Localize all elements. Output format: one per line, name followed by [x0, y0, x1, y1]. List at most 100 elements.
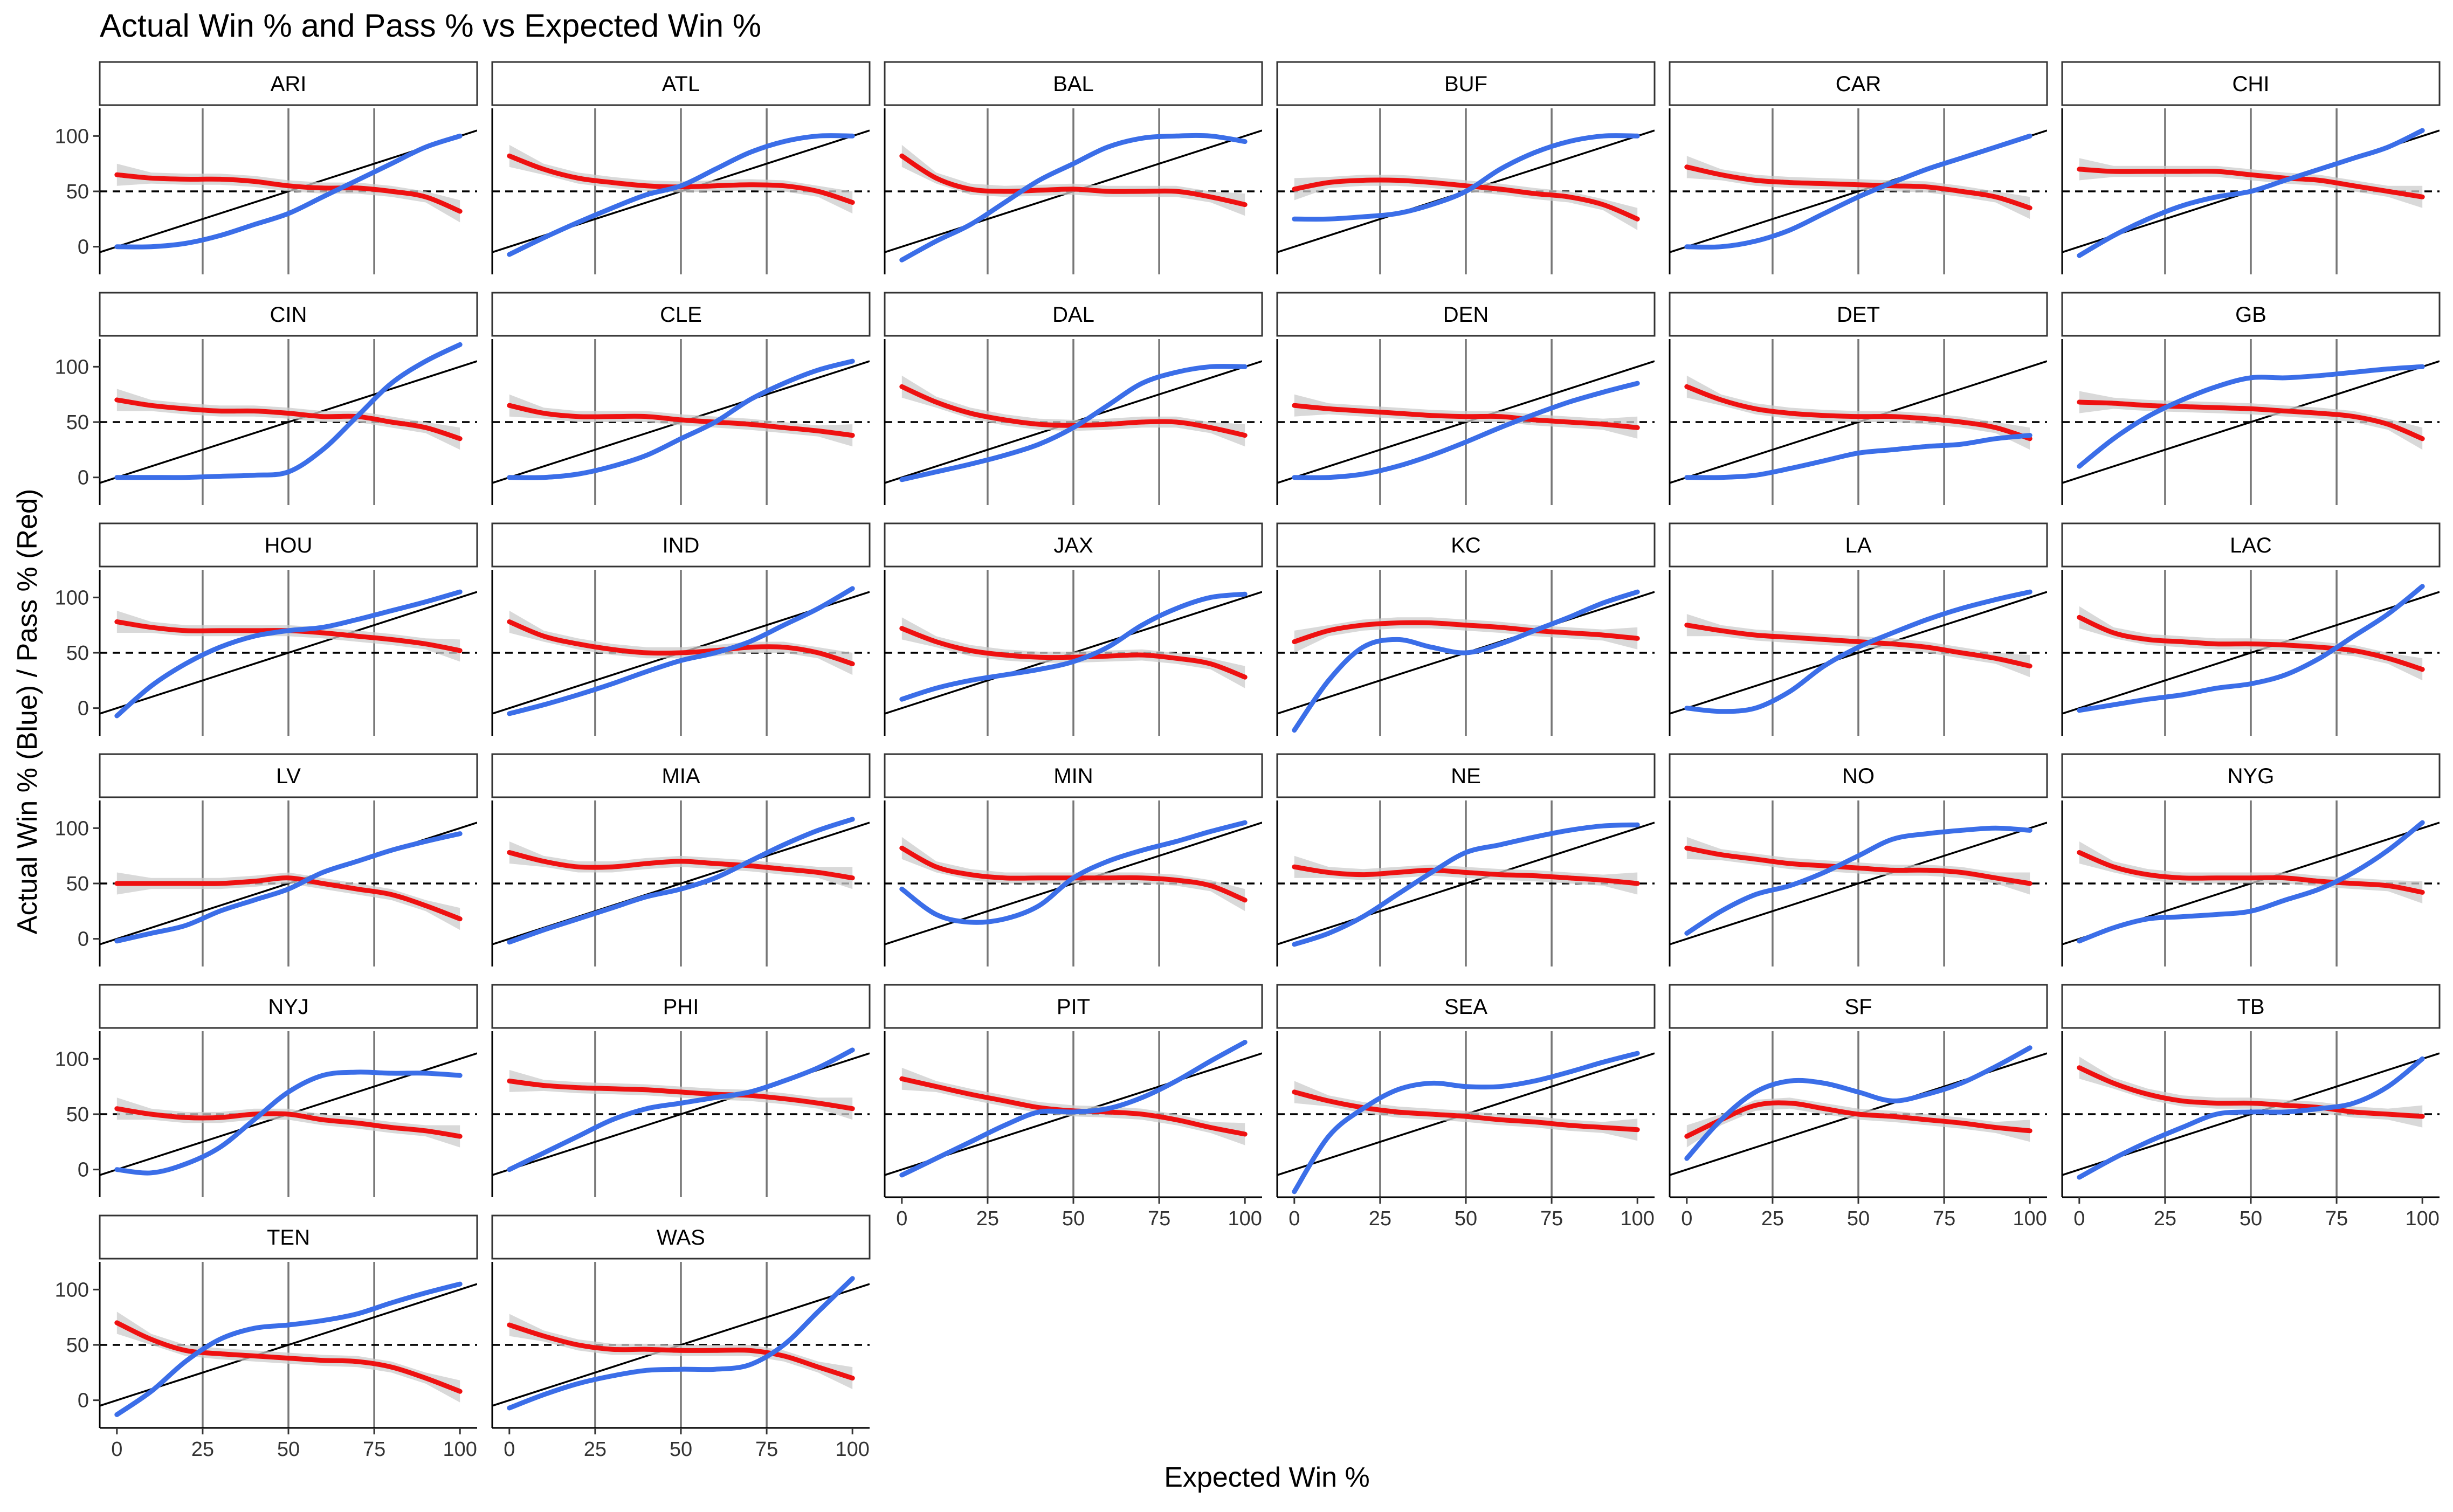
actual-win-line	[899, 591, 1248, 702]
pass-line	[2077, 399, 2425, 441]
pass-line	[2077, 1065, 2425, 1119]
pass-line	[1684, 164, 2032, 211]
panel-car: CAR	[1669, 61, 2048, 274]
x-tick-label: 0	[2073, 1207, 2085, 1230]
strip-box	[99, 61, 478, 106]
y-tick-label: 100	[55, 1048, 89, 1071]
panel-bal: BAL	[884, 61, 1263, 274]
pass-line	[1684, 1100, 2032, 1139]
panel-ari: ARI 0 50 100	[55, 61, 478, 274]
panel-cin: CIN 0 50 100	[55, 292, 478, 505]
pass-band	[901, 837, 1245, 912]
x-tick-label: 75	[2325, 1207, 2348, 1230]
panel-ten: TEN 0 50 100 0 25 50 75 100	[55, 1214, 478, 1461]
strip-label: NO	[1842, 764, 1875, 788]
strip-label: NYJ	[268, 995, 309, 1019]
panel-mia: MIA	[491, 753, 871, 966]
y-tick-label: 100	[55, 125, 89, 148]
strip-label: GB	[2235, 303, 2266, 327]
actual-win-line	[114, 1069, 463, 1176]
strip-label: ATL	[662, 72, 700, 96]
pass-line	[114, 172, 463, 214]
actual-win-line	[114, 1281, 463, 1417]
panel-dal: DAL	[884, 292, 1263, 505]
actual-win-line	[114, 831, 463, 944]
pass-band	[901, 1067, 1245, 1145]
panel-lac: LAC	[2061, 522, 2441, 736]
strip-label: PIT	[1057, 995, 1090, 1019]
x-tick-label: 0	[896, 1207, 907, 1230]
actual-win-line	[1684, 825, 2032, 936]
strip-label: LA	[1845, 534, 1872, 557]
y-tick-label: 0	[78, 928, 89, 951]
strip-box	[99, 1214, 478, 1260]
pass-line	[1292, 403, 1640, 430]
y-tick-label: 50	[66, 181, 89, 203]
reference-line	[100, 591, 477, 715]
panel-atl: ATL	[491, 61, 871, 274]
pass-line	[899, 626, 1248, 680]
pass-line	[507, 850, 855, 881]
pass-band	[1294, 855, 1638, 895]
panel-phi: PHI	[491, 984, 871, 1197]
panel-la: LA	[1669, 522, 2048, 736]
strip-box	[99, 292, 478, 337]
x-tick-label: 0	[1288, 1207, 1300, 1230]
strip-label: MIA	[662, 764, 700, 788]
panel-nyg: NYG	[2061, 753, 2441, 966]
strip-box	[99, 984, 478, 1029]
actual-win-line	[1684, 589, 2032, 714]
x-tick-label: 25	[1369, 1207, 1391, 1230]
strip-label: SF	[1844, 995, 1872, 1019]
strip-box	[491, 984, 871, 1029]
strip-box	[1669, 753, 2048, 798]
pass-band	[116, 389, 460, 450]
x-tick-label: 100	[1620, 1207, 1654, 1230]
actual-win-line	[1292, 822, 1640, 947]
x-tick-label: 0	[504, 1438, 515, 1461]
actual-win-line	[507, 817, 855, 945]
strip-label: DAL	[1052, 303, 1094, 327]
x-tick-label: 25	[584, 1438, 607, 1461]
panel-jax: JAX	[884, 522, 1263, 736]
panel-ne: NE	[1276, 753, 1656, 966]
strip-box	[884, 984, 1263, 1029]
panel-gb: GB	[2061, 292, 2441, 505]
actual-win-line	[899, 1040, 1248, 1178]
strip-box	[1276, 522, 1656, 568]
strip-label: TB	[2237, 995, 2264, 1019]
x-tick-label: 100	[2013, 1207, 2047, 1230]
strip-label: SEA	[1444, 995, 1487, 1019]
actual-win-line	[1684, 133, 2032, 250]
x-tick-label: 75	[1540, 1207, 1563, 1230]
actual-win-line	[1292, 589, 1640, 733]
y-tick-label: 0	[78, 1159, 89, 1182]
actual-win-line	[507, 1276, 855, 1411]
pass-line	[1292, 1089, 1640, 1133]
panel-chi: CHI	[2061, 61, 2441, 274]
actual-win-line	[2077, 128, 2425, 258]
strip-label: MIN	[1053, 764, 1093, 788]
pass-line	[1684, 384, 2032, 441]
pass-line	[114, 397, 463, 441]
strip-label: BUF	[1444, 72, 1487, 96]
pass-band	[116, 872, 460, 930]
pass-line	[507, 403, 855, 438]
actual-win-line	[114, 342, 463, 480]
x-tick-label: 100	[443, 1438, 477, 1461]
panel-pit: PIT 0 25 50 75 100	[884, 984, 1263, 1230]
pass-band	[2079, 841, 2423, 903]
strip-label: HOU	[265, 534, 313, 557]
panel-det: DET	[1669, 292, 2048, 505]
strip-box	[884, 292, 1263, 337]
strip-box	[1276, 753, 1656, 798]
actual-win-line	[507, 358, 855, 480]
strip-box	[884, 753, 1263, 798]
strip-label: IND	[663, 534, 700, 557]
actual-win-line	[1292, 133, 1640, 222]
panel-hou: HOU 0 50 100	[55, 522, 478, 736]
panel-sf: SF 0 25 50 75 100	[1669, 984, 2048, 1230]
y-tick-label: 50	[66, 873, 89, 895]
